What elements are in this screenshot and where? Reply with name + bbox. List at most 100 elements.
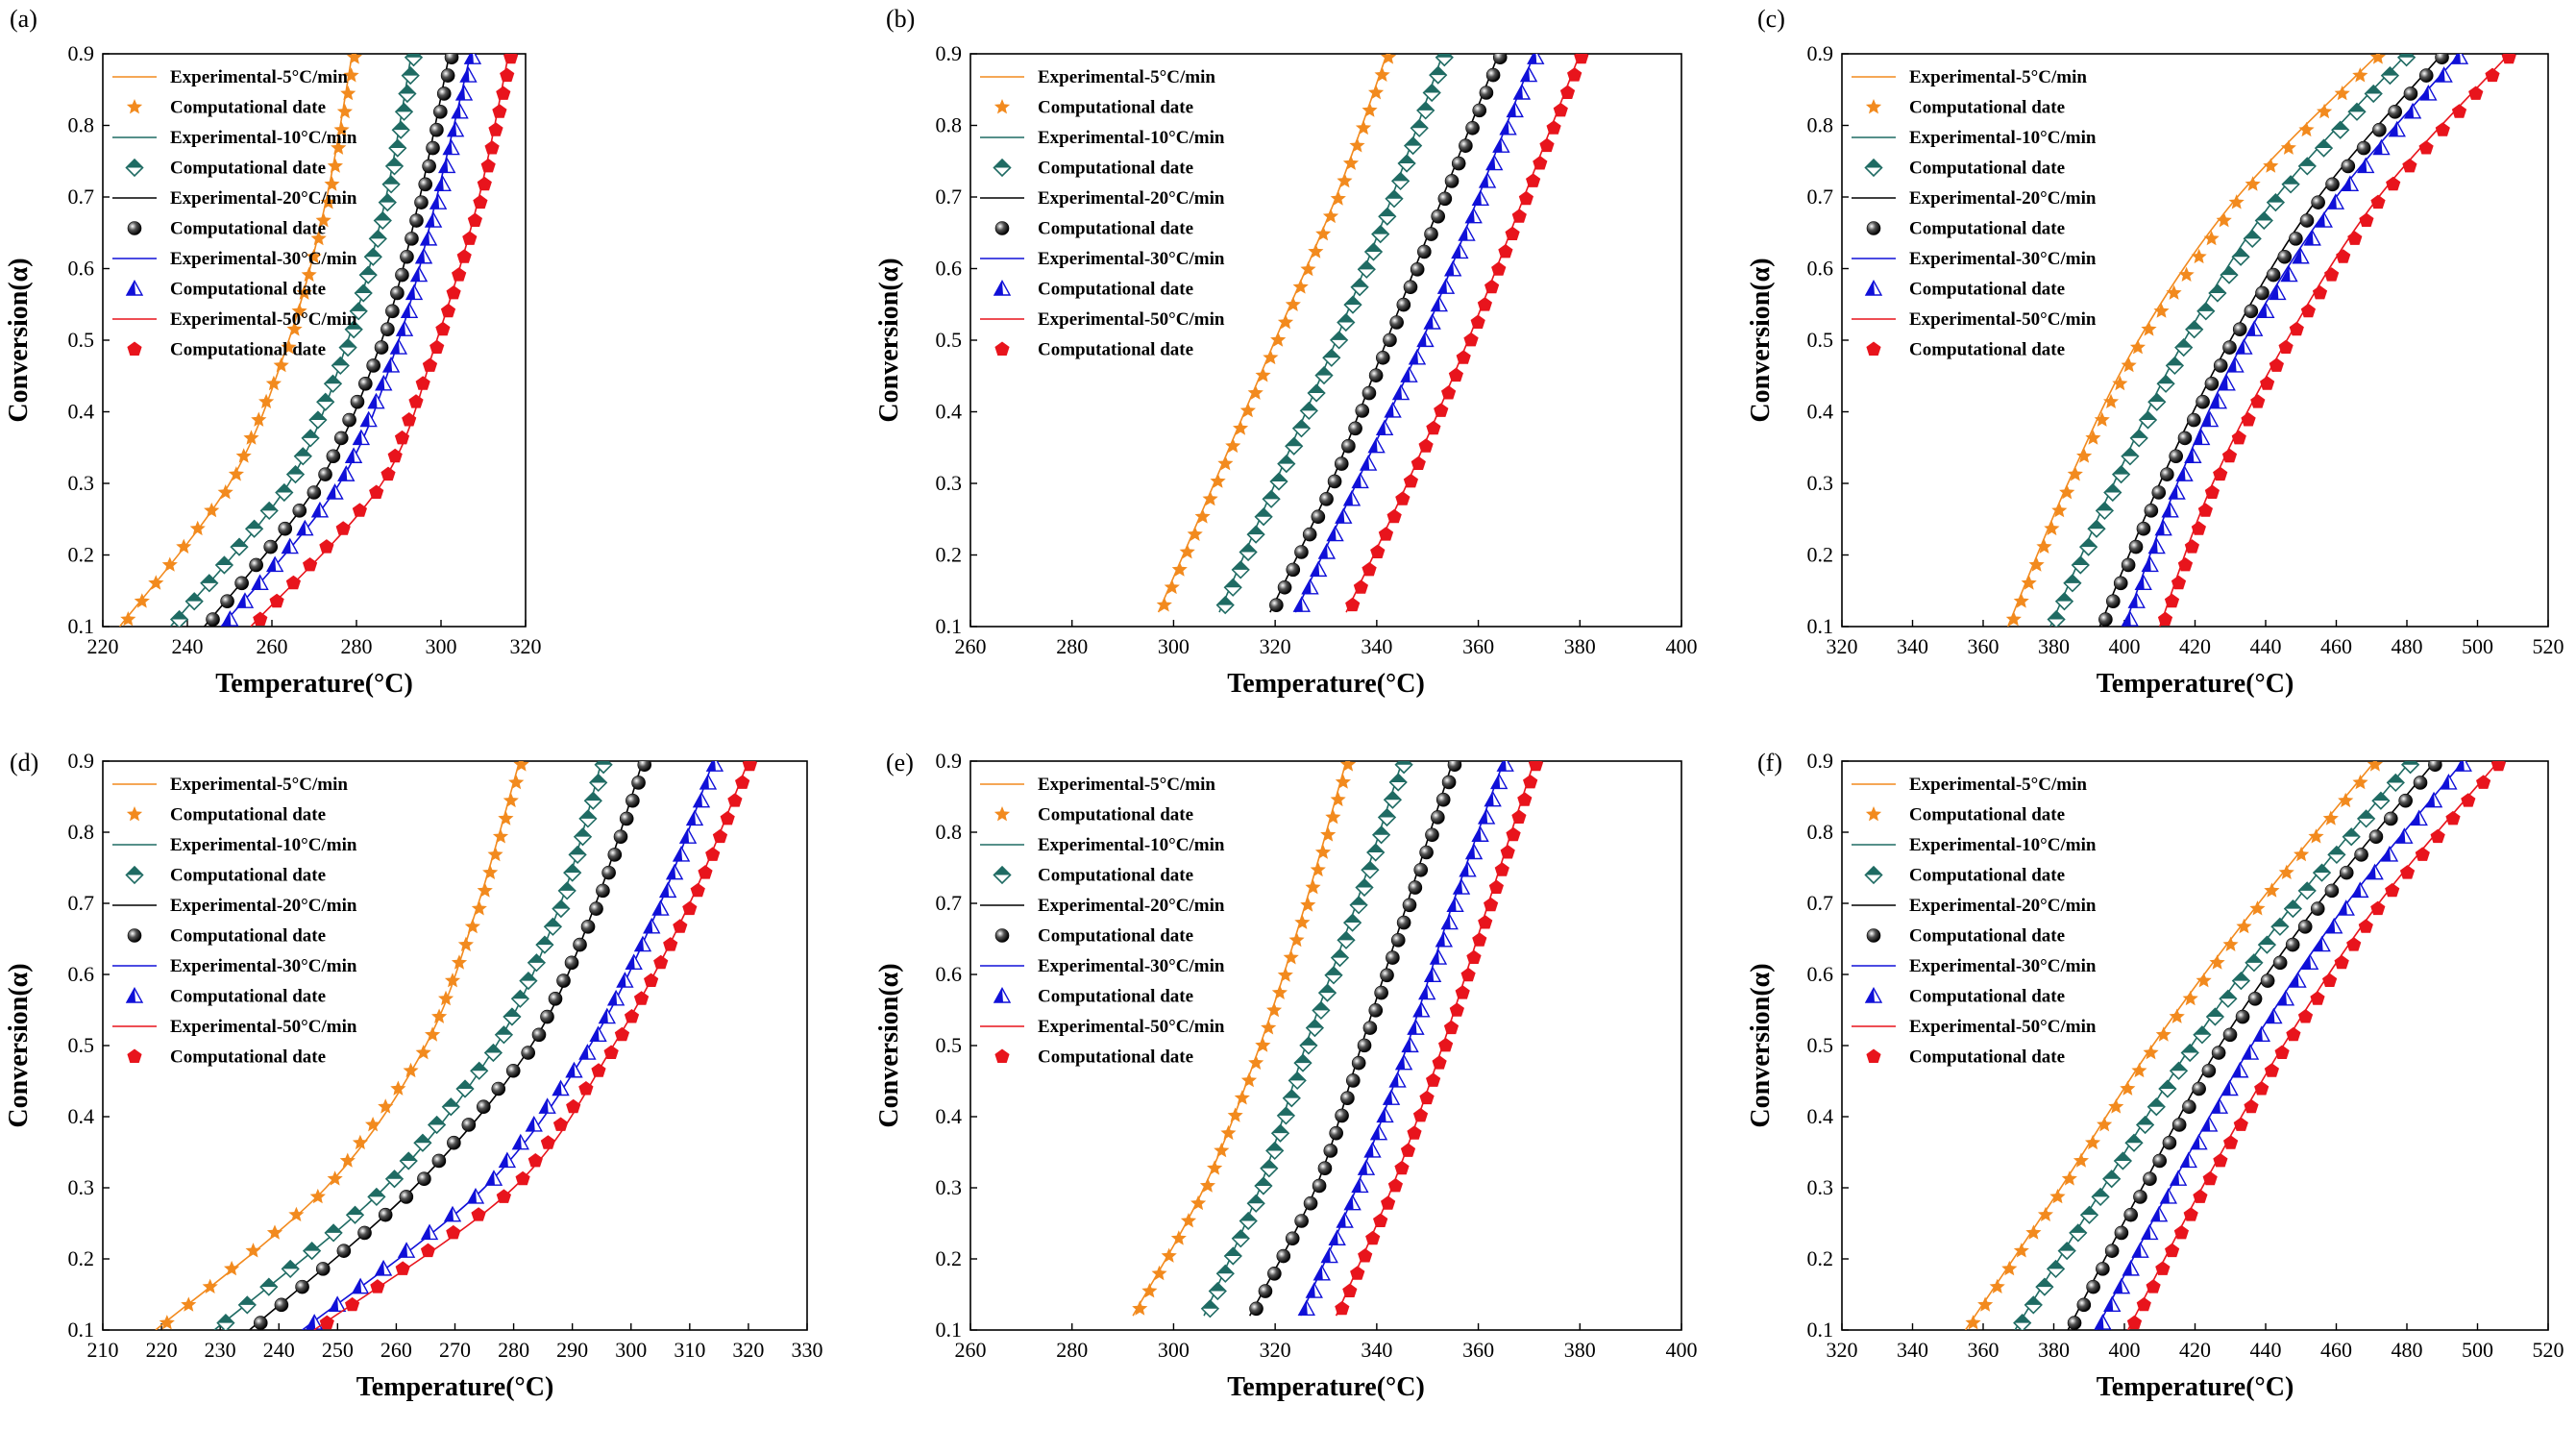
y-tick-label: 0.8 <box>68 113 95 137</box>
computational-marker-s20 <box>1389 315 1404 330</box>
computational-marker-s10 <box>2266 192 2286 212</box>
computational-marker-s30 <box>1357 1159 1376 1175</box>
computational-marker-s50 <box>1539 137 1555 153</box>
computational-marker-s5 <box>245 1243 261 1258</box>
computational-marker-s50 <box>578 1081 594 1096</box>
computational-marker-s20 <box>601 865 616 880</box>
legend: Experimental-5°C/min Computational date Ex… <box>1852 67 2097 360</box>
computational-marker-s10 <box>2342 827 2361 847</box>
x-tick-label: 340 <box>1361 1338 1392 1362</box>
computational-marker-s10 <box>349 302 368 321</box>
computational-marker-s10 <box>394 102 414 121</box>
computational-marker-s20 <box>1374 985 1388 1000</box>
computational-marker-s10 <box>1378 207 1397 226</box>
computational-marker-s20 <box>589 901 603 916</box>
computational-marker-s30 <box>2226 356 2245 373</box>
computational-marker-s10 <box>384 1170 405 1189</box>
computational-marker-s5 <box>134 593 150 608</box>
computational-marker-s50 <box>2244 1098 2259 1114</box>
computational-marker-s30 <box>2112 1277 2131 1294</box>
computational-marker-s30 <box>1435 930 1454 948</box>
computational-marker-s50 <box>2213 1153 2228 1168</box>
computational-marker-s5 <box>343 67 359 83</box>
computational-marker-s5 <box>415 1045 431 1060</box>
computational-marker-s20 <box>2204 377 2220 391</box>
computational-marker-s50 <box>653 954 669 970</box>
computational-marker-s5 <box>1156 597 1172 612</box>
y-tick-label: 0.3 <box>68 471 95 495</box>
computational-marker-s30 <box>2269 283 2287 301</box>
computational-marker-s50 <box>1484 897 1499 912</box>
computational-marker-s50 <box>1412 1107 1429 1122</box>
computational-marker-s20 <box>1431 209 1445 224</box>
computational-marker-s5 <box>243 430 259 445</box>
computational-marker-s30 <box>2300 953 2319 971</box>
computational-marker-s50 <box>335 521 351 535</box>
computational-marker-s50 <box>742 761 757 772</box>
legend-marker-swatch <box>126 806 143 822</box>
computational-marker-s50 <box>1400 1143 1416 1157</box>
computational-marker-s10 <box>2158 1079 2177 1098</box>
computational-marker-s20 <box>2096 1262 2110 1276</box>
legend-marker-swatch <box>993 865 1012 885</box>
x-tick-label: 320 <box>1260 634 1291 658</box>
computational-marker-s10 <box>373 210 392 231</box>
computational-marker-s5 <box>2191 248 2207 264</box>
computational-marker-s10 <box>2156 374 2175 393</box>
legend: Experimental-5°C/min Computational date Ex… <box>1852 775 2097 1068</box>
computational-marker-s10 <box>2047 609 2066 627</box>
computational-marker-s50 <box>2485 67 2500 83</box>
computational-marker-s5 <box>1374 66 1390 82</box>
legend-label: Experimental-10°C/min <box>1038 835 1225 855</box>
x-tick-label: 360 <box>1462 1338 1494 1362</box>
x-tick-label: 260 <box>955 634 987 658</box>
computational-marker-s20 <box>249 557 263 573</box>
computational-marker-s10 <box>1231 1229 1250 1248</box>
computational-markers-s5 <box>2005 54 2386 627</box>
computational-marker-s10 <box>2071 555 2090 575</box>
computational-marker-s50 <box>2430 828 2445 844</box>
computational-marker-s20 <box>540 1009 554 1024</box>
panel: 210 220 230 240 250 260 270 280 290 300 310 320 330 0… <box>4 749 823 1402</box>
computational-marker-s5 <box>1214 1142 1230 1158</box>
computational-marker-s50 <box>2177 557 2194 572</box>
computational-marker-s50 <box>503 54 519 64</box>
y-tick-label: 0.1 <box>68 614 95 638</box>
computational-marker-s20 <box>1269 598 1284 612</box>
computational-marker-s20 <box>400 249 414 264</box>
computational-marker-s10 <box>2057 1241 2076 1261</box>
x-tick-label: 300 <box>426 634 457 658</box>
computational-marker-s30 <box>651 899 670 916</box>
legend: Experimental-5°C/min Computational date Ex… <box>980 775 1225 1068</box>
computational-markers-s10 <box>216 761 613 1330</box>
x-tick-label: 440 <box>2250 634 2282 658</box>
computational-marker-s20 <box>2372 122 2387 137</box>
computational-marker-s10 <box>552 899 571 919</box>
computational-marker-s50 <box>1494 862 1509 876</box>
computational-marker-s5 <box>1330 190 1346 206</box>
computational-marker-s20 <box>1362 1021 1378 1035</box>
x-tick-label: 500 <box>2462 634 2493 658</box>
computational-markers-s5 <box>1156 54 1397 612</box>
computational-marker-s5 <box>1288 931 1305 948</box>
computational-marker-s50 <box>2233 1117 2248 1131</box>
computational-marker-s50 <box>2157 611 2173 626</box>
computational-markers-s20 <box>206 54 459 627</box>
computational-marker-s5 <box>159 1315 175 1330</box>
computational-marker-s20 <box>2121 557 2136 573</box>
y-tick-label: 0.5 <box>68 1033 95 1057</box>
computational-markers-s30 <box>2121 54 2469 627</box>
computational-marker-s30 <box>1363 1142 1382 1158</box>
computational-marker-s20 <box>253 1316 268 1330</box>
computational-marker-s30 <box>466 1187 485 1204</box>
computational-marker-s5 <box>2298 121 2315 137</box>
computational-marker-s5 <box>1190 1195 1207 1211</box>
y-tick-label: 0.7 <box>68 185 95 209</box>
computational-marker-s30 <box>1443 259 1462 277</box>
y-tick-label: 0.4 <box>1807 400 1834 424</box>
y-tick-label: 0.3 <box>68 1175 95 1199</box>
legend-label: Computational date <box>1909 98 2065 118</box>
computational-marker-s30 <box>374 1259 393 1276</box>
computational-marker-s50 <box>369 484 384 499</box>
legend-marker-swatch <box>1866 221 1881 235</box>
